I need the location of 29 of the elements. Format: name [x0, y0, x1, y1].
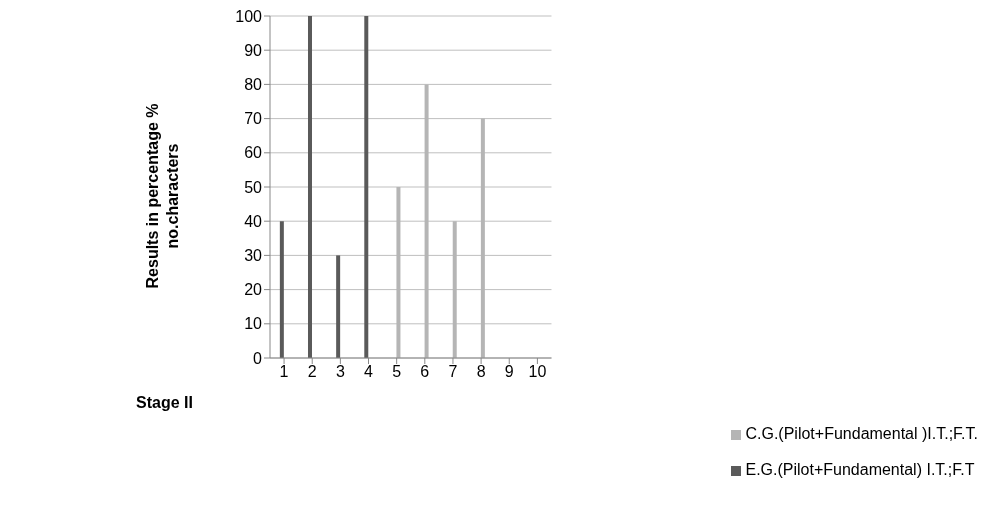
- y-tick-label: 80: [244, 76, 263, 94]
- x-tick-label: 10: [528, 363, 547, 381]
- x-tick-label: 2: [307, 363, 317, 381]
- y-tick-label: 0: [253, 349, 263, 367]
- y-tick-label: 10: [244, 315, 263, 333]
- bar: [308, 16, 312, 358]
- y-tick-label: 90: [244, 41, 263, 59]
- x-tick-label: 4: [364, 363, 374, 381]
- x-tick-label: 8: [476, 363, 486, 381]
- y-axis-title: Results in percentage % no.characters: [144, 103, 181, 289]
- x-tick-label: 7: [448, 363, 458, 381]
- y-tick-label: 20: [244, 281, 263, 299]
- bar: [336, 255, 341, 358]
- x-tick-label: 6: [420, 363, 430, 381]
- x-tick-label: 9: [504, 363, 514, 381]
- x-tick-label: 5: [392, 363, 402, 381]
- bar: [364, 16, 369, 358]
- y-tick-label: 60: [244, 144, 263, 162]
- y-tick-label: 30: [244, 247, 263, 265]
- y-tick-label: 50: [244, 178, 263, 196]
- legend-label: E.G.(Pilot+Fundamental) I.T.;F.T: [745, 461, 975, 478]
- y-tick-label: 70: [244, 110, 263, 128]
- legend-label: C.G.(Pilot+Fundamental )I.T.;F.T.: [745, 425, 978, 442]
- x-tick-label: 3: [335, 363, 345, 381]
- x-axis-title: Stage II: [136, 394, 193, 411]
- bar: [279, 221, 284, 358]
- y-tick-label: 40: [244, 212, 263, 230]
- x-tick-label: 1: [279, 363, 289, 381]
- y-tick-label: 100: [235, 7, 263, 25]
